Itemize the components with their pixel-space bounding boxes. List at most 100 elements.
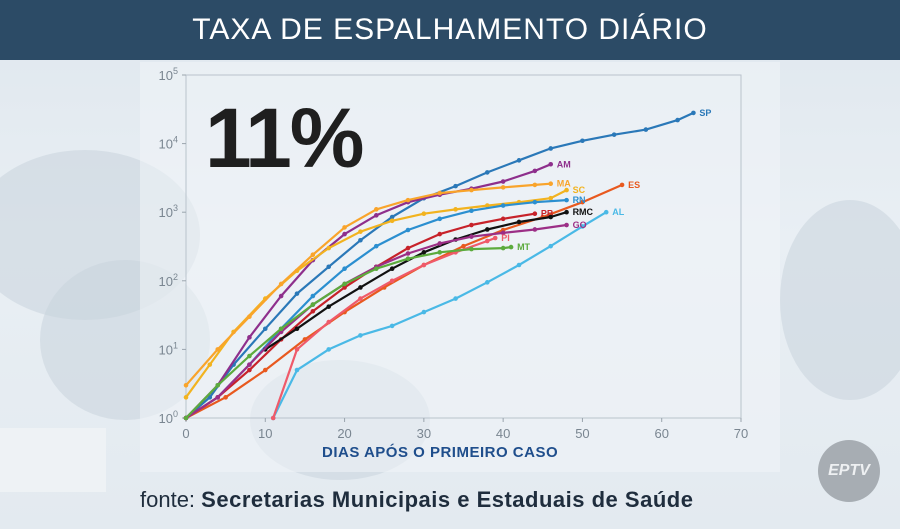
data-point-ma: [469, 187, 474, 193]
data-point-pb: [405, 245, 411, 251]
data-point-go: [532, 227, 538, 232]
y-tick-label: 102: [159, 272, 178, 289]
data-point-rn: [500, 203, 506, 208]
series-label-es: ES: [628, 180, 640, 190]
data-point-sp: [516, 158, 522, 163]
data-point-rn: [342, 266, 347, 272]
data-point-sc: [453, 207, 458, 212]
data-point-rmc: [564, 209, 569, 215]
source-text: Secretarias Municipais e Estaduais de Sa…: [201, 487, 694, 512]
y-tick-label: 103: [159, 203, 178, 220]
x-tick-label: 0: [182, 426, 189, 441]
data-point-rn: [310, 293, 316, 299]
data-point-rmc: [358, 285, 363, 290]
series-line-sc: [185, 189, 568, 398]
x-tick-label: 70: [734, 426, 748, 441]
data-point-al: [453, 296, 458, 301]
data-point-go: [564, 222, 569, 228]
data-point-es: [580, 199, 585, 205]
data-point-es: [619, 182, 625, 188]
data-point-al: [603, 209, 609, 215]
x-tick-label: 50: [575, 426, 589, 441]
x-tick-label: 10: [258, 426, 272, 441]
data-point-al: [326, 347, 332, 352]
data-point-go: [405, 251, 411, 256]
data-point-mt: [500, 245, 506, 251]
data-point-sp: [643, 127, 649, 132]
overlay-box: [0, 428, 106, 492]
x-axis-label: DIAS APÓS O PRIMEIRO CASO: [322, 444, 559, 461]
data-point-sc: [484, 203, 490, 208]
data-point-pb: [469, 222, 474, 228]
series-label-sc: SC: [573, 185, 586, 195]
data-point-rn: [437, 216, 443, 222]
data-point-am: [500, 179, 506, 184]
data-point-sc: [564, 187, 569, 193]
data-point-sp: [548, 146, 554, 151]
series-label-sp: SP: [699, 108, 711, 118]
data-point-pi: [484, 238, 490, 244]
data-point-go: [500, 230, 506, 236]
data-point-sc: [389, 218, 395, 224]
data-point-ma: [548, 181, 554, 187]
data-point-sp: [691, 110, 696, 116]
data-point-ma: [247, 314, 252, 319]
data-point-sp: [389, 214, 395, 220]
y-tick-label: 101: [159, 340, 178, 357]
data-point-pi: [492, 235, 498, 241]
data-point-sp: [675, 117, 680, 123]
data-point-pb: [342, 285, 347, 290]
data-point-go: [469, 234, 474, 239]
data-point-sp: [611, 132, 617, 137]
data-point-es: [461, 243, 466, 249]
data-point-ma: [373, 207, 379, 212]
source-caption: fonte: Secretarias Municipais e Estaduai…: [140, 487, 693, 513]
series-label-pb: PB: [541, 209, 554, 219]
data-point-ma: [437, 190, 443, 196]
data-point-sc: [207, 362, 213, 367]
data-point-rmc: [326, 304, 332, 309]
data-point-al: [294, 367, 300, 373]
data-point-am: [548, 161, 554, 167]
data-point-ma: [215, 347, 221, 352]
y-tick-label: 100: [159, 409, 178, 426]
series-line-al: [272, 211, 607, 419]
series-label-rmc: RMC: [573, 207, 594, 217]
data-point-mt: [342, 281, 347, 287]
data-point-rn: [469, 208, 474, 214]
y-tick-label: 104: [159, 135, 178, 152]
data-point-al: [548, 243, 554, 249]
series-label-rn: RN: [573, 195, 586, 205]
data-point-mt: [469, 246, 474, 252]
data-point-am: [373, 213, 379, 218]
data-point-al: [580, 224, 585, 229]
x-tick-label: 20: [337, 426, 351, 441]
series-label-pi: PI: [501, 233, 510, 243]
series-label-al: AL: [612, 207, 624, 217]
data-point-mt: [183, 415, 189, 421]
data-point-mt: [310, 302, 316, 307]
data-point-am: [278, 293, 284, 299]
data-point-ma: [405, 197, 411, 203]
data-point-sc: [421, 211, 427, 217]
data-point-ma: [310, 252, 316, 258]
data-point-rn: [373, 243, 379, 249]
data-point-pi: [294, 347, 300, 352]
data-point-am: [247, 335, 252, 340]
data-point-ma: [500, 185, 506, 190]
series-line-es: [185, 183, 623, 419]
data-point-sc: [548, 195, 554, 201]
series-label-mt: MT: [517, 242, 530, 252]
data-point-go: [247, 362, 252, 367]
data-point-al: [484, 280, 490, 285]
data-point-sc: [358, 229, 363, 234]
series-line-am: [185, 163, 552, 419]
data-point-pi: [270, 415, 276, 421]
series-label-am: AM: [557, 159, 571, 169]
data-point-rmc: [389, 266, 395, 272]
data-point-mt: [508, 244, 514, 250]
data-point-sc: [326, 245, 332, 251]
data-point-pb: [532, 211, 538, 217]
data-point-al: [516, 262, 522, 268]
